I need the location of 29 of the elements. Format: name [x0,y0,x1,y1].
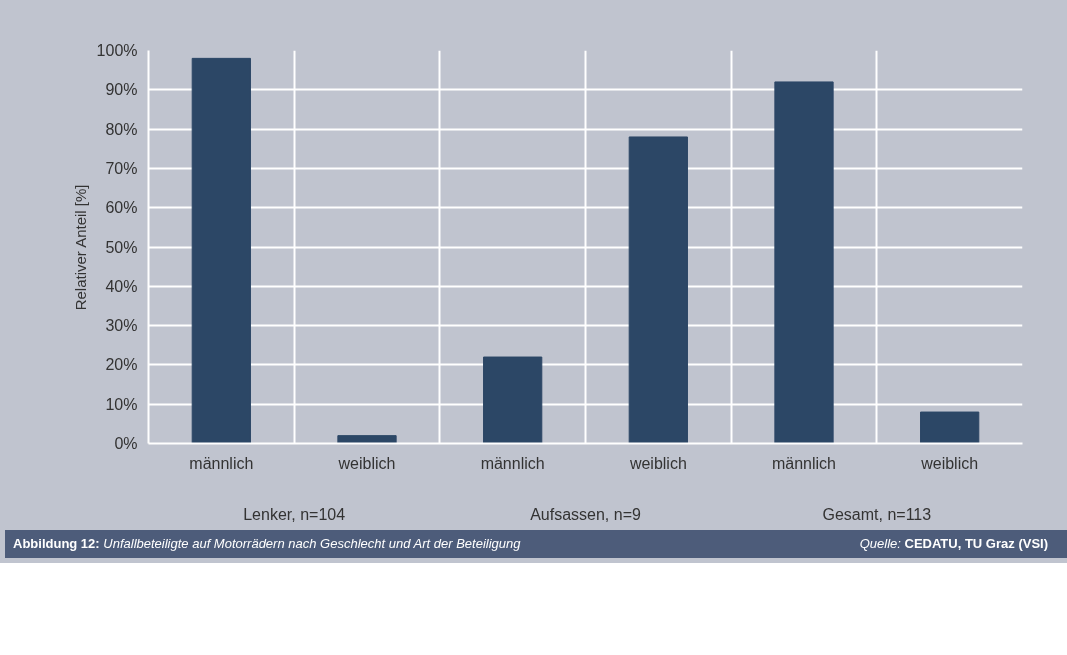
y-tick-label: 80% [105,120,138,138]
bar [920,411,980,444]
y-tick-label: 10% [105,395,138,413]
y-tick-label: 100% [96,42,138,59]
x-tick-label: weiblich [920,454,979,472]
x-tick-label: männlich [480,454,545,472]
text: Gesamt, n=113 [822,505,932,523]
source-note: Quelle: CEDATU, TU Graz (VSI) [859,536,1048,551]
y-tick-label: 50% [105,238,138,256]
bar [774,81,834,444]
y-tick-label: 90% [105,81,138,99]
y-tick-label: 40% [105,277,138,295]
text: Aufsassen, n=9 [530,505,641,523]
y-tick-label: 70% [105,159,138,177]
bar [191,57,251,444]
y-tick-label: 30% [105,317,138,335]
x-tick-label: männlich [189,454,254,472]
text: Abbildung 12: Unfallbeteiligte auf Motorrädern nach Geschlecht und Art der Beteiligung [13,536,521,551]
x-tick-label: weiblich [337,454,396,472]
x-tick-label: weiblich [628,454,687,472]
y-tick-label: 0% [114,435,138,452]
bar [337,435,397,444]
y-axis-title: Relativer Anteil [%] [71,184,89,311]
y-tick-label: 20% [105,356,138,374]
text: Lenker, n=104 [243,505,346,523]
x-tick-label: männlich [771,454,837,472]
bar [483,356,543,444]
y-tick-label: 60% [105,199,138,217]
bar [628,136,688,444]
